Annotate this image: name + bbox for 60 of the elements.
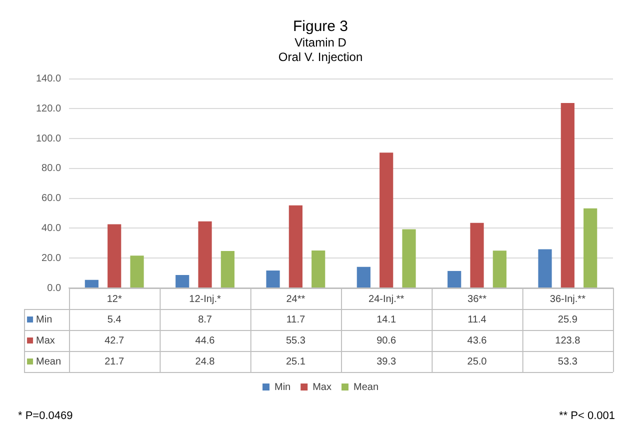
y-tick-label: 80.0 [42, 163, 62, 174]
chart-title: Figure 3 [292, 18, 348, 36]
y-tick-label: 140.0 [36, 74, 62, 85]
x-tick-label: 36** [468, 294, 487, 305]
y-tick-label: 60.0 [42, 193, 62, 204]
legend-label: Min [36, 314, 52, 326]
legend-label: Mean [353, 382, 379, 393]
data-label: 123.8 [555, 335, 581, 346]
bar [470, 222, 484, 288]
bar [130, 256, 144, 288]
bar [288, 205, 302, 288]
data-label: 25.1 [286, 356, 306, 368]
y-tick-label: 20.0 [42, 252, 62, 264]
text: ** P< 0.001 [559, 410, 615, 422]
bar [584, 208, 598, 288]
text: Mean [36, 356, 62, 368]
x-tick-label: 24-Inj.** [368, 294, 404, 305]
data-label: 5.4 [107, 314, 122, 326]
data-label: 44.6 [195, 335, 216, 346]
y-tick-label: 100.0 [36, 133, 62, 144]
y-tick-label: 120.0 [36, 103, 62, 114]
bar [402, 229, 416, 288]
bar [492, 250, 506, 288]
bar [220, 250, 234, 288]
data-label: 42.7 [104, 335, 125, 346]
bar [538, 249, 552, 288]
text: Min [274, 382, 291, 393]
bar [356, 266, 370, 288]
data-label: 14.1 [376, 314, 397, 326]
data-label: 53.3 [558, 356, 578, 368]
data-label: 90.6 [376, 335, 397, 346]
bar [84, 280, 98, 288]
data-label: 11.4 [468, 314, 487, 326]
bar [380, 152, 394, 288]
bar [198, 221, 212, 288]
text: Max [312, 382, 332, 393]
data-label: 25.9 [558, 314, 578, 326]
data-label: 55.3 [286, 335, 306, 346]
legend-label: Max [36, 335, 55, 346]
data-label: 8.7 [198, 314, 212, 326]
data-label: 43.6 [467, 335, 488, 346]
data-label: 25.0 [467, 356, 488, 368]
x-tick-label: 12* [106, 294, 122, 305]
bar [312, 250, 326, 288]
data-label: 24.8 [195, 356, 216, 368]
y-tick-label: 0.0 [47, 282, 62, 294]
x-tick-label: 24** [286, 294, 306, 305]
chart-subtitle: Vitamin D Oral V. Injection [278, 36, 363, 64]
x-tick-label: 12-Inj.* [189, 294, 221, 305]
data-label: 21.7 [104, 356, 125, 368]
text: * P=0.0469 [18, 410, 73, 422]
bar [176, 275, 190, 288]
bar [108, 224, 122, 288]
data-label: 39.3 [376, 356, 397, 368]
data-label: 11.7 [286, 314, 306, 326]
bar [266, 270, 280, 288]
y-tick-label: 40.0 [42, 222, 62, 234]
x-tick-label: 36-Inj.** [550, 294, 586, 305]
bar [560, 103, 574, 288]
bar [448, 270, 462, 288]
